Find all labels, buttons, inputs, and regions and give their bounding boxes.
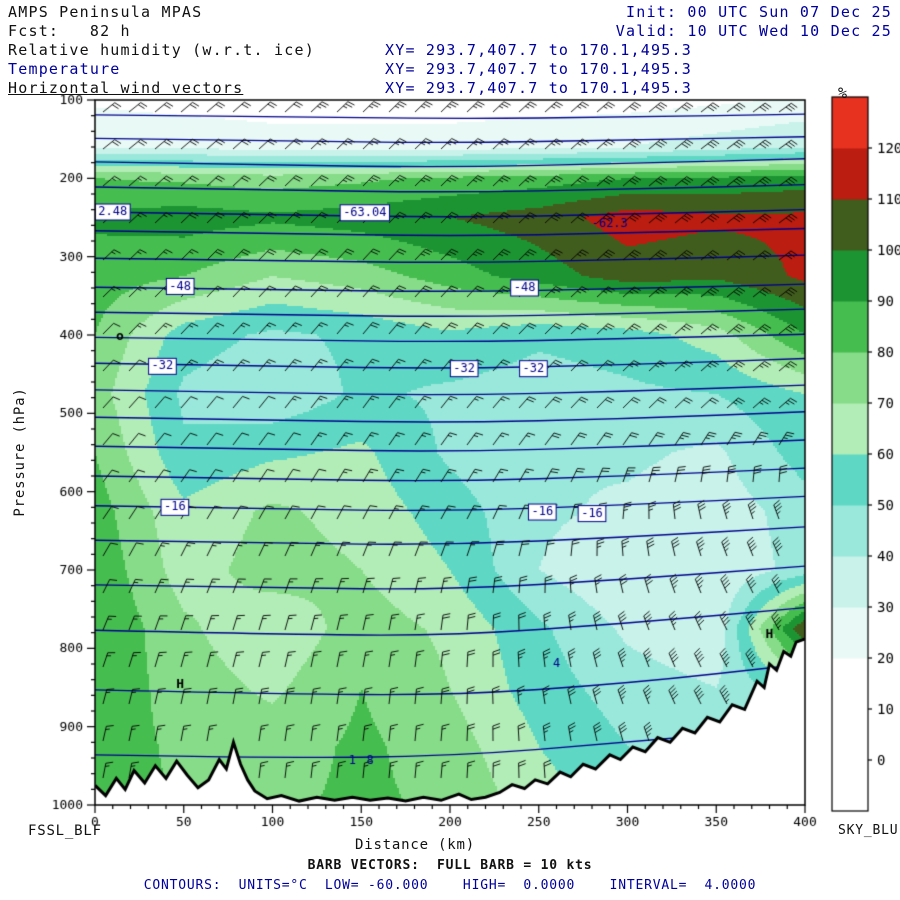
- init-time: Init: 00 UTC Sun 07 Dec 25: [626, 3, 892, 21]
- right-endpoint-label: SKY_BLU: [838, 823, 899, 838]
- contour-legend: CONTOURS: UNITS=°C LOW= -60.000 HIGH= 0.…: [143, 878, 757, 893]
- forecast-hour: Fcst: 82 h: [8, 22, 131, 40]
- pressure-axis-title: Pressure (hPa): [12, 387, 28, 517]
- field-humidity-range: XY= 293.7,407.7 to 170.1,495.3: [385, 41, 692, 59]
- model-title: AMPS Peninsula MPAS: [8, 3, 203, 21]
- field-humidity-label: Relative humidity (w.r.t. ice): [8, 41, 315, 59]
- field-wind-range: XY= 293.7,407.7 to 170.1,495.3: [385, 79, 692, 97]
- barb-legend: BARB VECTORS: FULL BARB = 10 kts: [307, 858, 593, 873]
- field-wind-label: Horizontal wind vectors: [8, 79, 244, 97]
- field-temperature-label: Temperature: [8, 60, 121, 78]
- colorbar-units-label: %: [838, 84, 849, 102]
- field-temperature-range: XY= 293.7,407.7 to 170.1,495.3: [385, 60, 692, 78]
- left-endpoint-label: FSSL_BLF: [28, 823, 102, 839]
- valid-time: Valid: 10 UTC Wed 10 Dec 25: [615, 22, 892, 40]
- distance-axis-title: Distance (km): [355, 837, 475, 853]
